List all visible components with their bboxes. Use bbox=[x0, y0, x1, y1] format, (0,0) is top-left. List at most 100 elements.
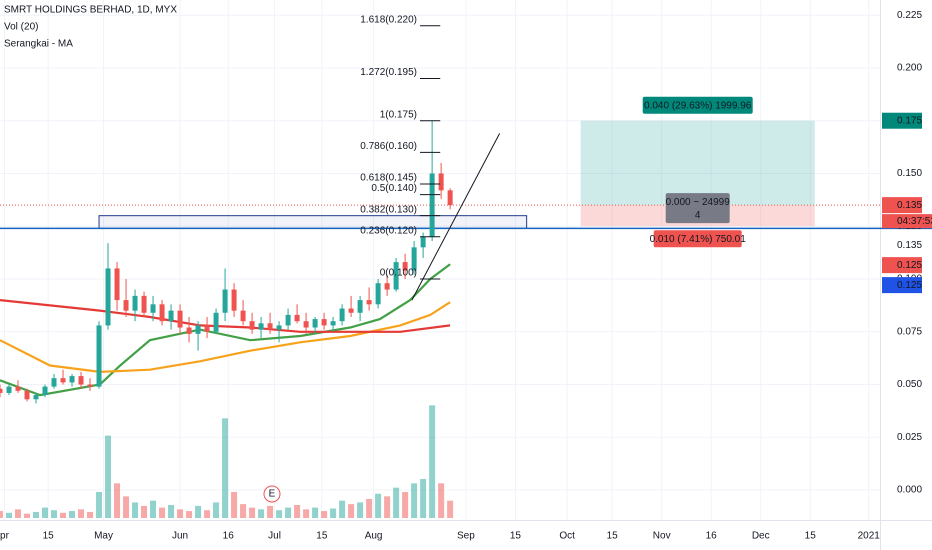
candle-body bbox=[447, 190, 453, 206]
fib-label: 0.236(0.120) bbox=[360, 225, 417, 236]
price-badge-label: 0.125 bbox=[897, 260, 922, 271]
countdown: 04:37:53 bbox=[897, 216, 932, 227]
x-tick-label: Oct bbox=[559, 531, 575, 542]
candle-body bbox=[222, 289, 228, 313]
volume-bar bbox=[78, 509, 85, 518]
candle-body bbox=[357, 300, 363, 313]
candle-body bbox=[60, 378, 66, 383]
candle-body bbox=[393, 262, 399, 290]
entry-label: 0.000 ~ 24999 bbox=[666, 197, 731, 208]
zone bbox=[98, 215, 528, 229]
chart-title: SMRT HOLDINGS BERHAD, 1D, MYX bbox=[4, 5, 177, 16]
volume-bar bbox=[24, 513, 31, 518]
candle-body bbox=[24, 390, 30, 400]
candle-body bbox=[285, 314, 291, 326]
candle-body bbox=[150, 304, 156, 313]
candle-body bbox=[159, 304, 165, 322]
volume-bar bbox=[132, 502, 139, 518]
volume-bar bbox=[267, 505, 274, 518]
volume-bar bbox=[357, 502, 364, 518]
y-tick-label: 0.200 bbox=[897, 63, 922, 74]
y-tick-label: 0.075 bbox=[897, 326, 922, 337]
volume-bar bbox=[411, 483, 418, 518]
fib-label: 0.5(0.140) bbox=[371, 183, 417, 194]
candle-body bbox=[78, 376, 84, 385]
x-tick-label: 15 bbox=[805, 531, 817, 542]
price-badge-label: 0.135 bbox=[897, 200, 922, 211]
volume-bar bbox=[51, 510, 58, 518]
candle-body bbox=[429, 173, 435, 237]
candle-body bbox=[348, 308, 354, 313]
candle-body bbox=[123, 300, 129, 311]
x-tick-label: 15 bbox=[510, 531, 522, 542]
volume-bar bbox=[348, 504, 355, 518]
moving-average bbox=[0, 301, 451, 374]
x-tick-label: 2021 bbox=[858, 531, 881, 542]
volume-bar bbox=[96, 492, 103, 518]
indicator-label: Serangkai - MA bbox=[4, 39, 73, 50]
volume-bar bbox=[339, 500, 346, 518]
y-tick-label: 0.050 bbox=[897, 379, 922, 390]
candle-body bbox=[303, 321, 309, 328]
trendline bbox=[411, 133, 501, 301]
volume-bar bbox=[276, 510, 283, 518]
profit-zone bbox=[580, 120, 815, 206]
candle-body bbox=[96, 325, 102, 387]
candle-body bbox=[168, 310, 174, 322]
volume-bar bbox=[87, 511, 94, 518]
volume-bar bbox=[33, 511, 40, 518]
volume-bar bbox=[402, 492, 409, 518]
candle-body bbox=[258, 323, 264, 330]
volume-bar bbox=[222, 418, 229, 518]
x-tick-label: May bbox=[94, 531, 113, 542]
target-label-bg bbox=[642, 96, 753, 114]
volume-bar bbox=[231, 492, 238, 518]
price-badge-label: 0.135 bbox=[897, 240, 922, 251]
candle-body bbox=[213, 312, 219, 332]
volume-bar bbox=[150, 500, 157, 518]
x-tick-label: 15 bbox=[43, 531, 55, 542]
volume-bar bbox=[69, 511, 76, 518]
fib-label: 0(0.100) bbox=[380, 268, 417, 279]
volume-bar bbox=[186, 511, 193, 518]
price-badge bbox=[881, 236, 923, 254]
stop-label-bg bbox=[653, 230, 742, 248]
x-tick-label: Nov bbox=[653, 531, 671, 542]
volume-bar bbox=[294, 505, 301, 518]
volume-bar bbox=[285, 507, 292, 518]
x-tick-label: 16 bbox=[223, 531, 235, 542]
candle-body bbox=[276, 325, 282, 330]
fib-label: 0.382(0.130) bbox=[360, 204, 417, 215]
volume-bar bbox=[303, 509, 310, 518]
candle-body bbox=[6, 386, 12, 393]
volume-bar bbox=[177, 509, 184, 518]
volume-bar bbox=[123, 496, 130, 518]
price-badge-label: 0.175 bbox=[897, 115, 922, 126]
candle-body bbox=[0, 388, 3, 393]
countdown-bg bbox=[882, 214, 932, 229]
candle-body bbox=[339, 308, 345, 322]
x-tick-label: Dec bbox=[752, 531, 770, 542]
candle-body bbox=[231, 289, 237, 311]
volume-bar bbox=[60, 512, 67, 518]
volume-bar bbox=[240, 504, 247, 518]
y-tick-label: 0.000 bbox=[897, 485, 922, 496]
volume-bar bbox=[159, 507, 166, 518]
volume-bar bbox=[114, 483, 121, 518]
entry-sub-label: 4 bbox=[695, 210, 701, 221]
volume-bar bbox=[6, 512, 13, 518]
volume-bar bbox=[249, 507, 256, 518]
candle-body bbox=[321, 319, 327, 326]
x-tick-label: Jun bbox=[172, 531, 188, 542]
candle-body bbox=[420, 236, 426, 248]
fib-label: 1.618(0.220) bbox=[360, 14, 417, 25]
grid bbox=[0, 0, 880, 520]
fib-label: 0.618(0.145) bbox=[360, 173, 417, 184]
candle-body bbox=[249, 321, 255, 330]
volume-bar bbox=[0, 511, 3, 518]
volume-bar bbox=[384, 496, 391, 518]
candle-body bbox=[42, 386, 48, 396]
volume-bar bbox=[213, 502, 220, 518]
price-badge bbox=[882, 112, 922, 129]
